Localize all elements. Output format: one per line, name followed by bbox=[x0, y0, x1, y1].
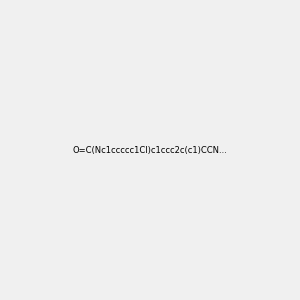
Text: O=C(Nc1ccccc1Cl)c1ccc2c(c1)CCN...: O=C(Nc1ccccc1Cl)c1ccc2c(c1)CCN... bbox=[73, 146, 227, 154]
